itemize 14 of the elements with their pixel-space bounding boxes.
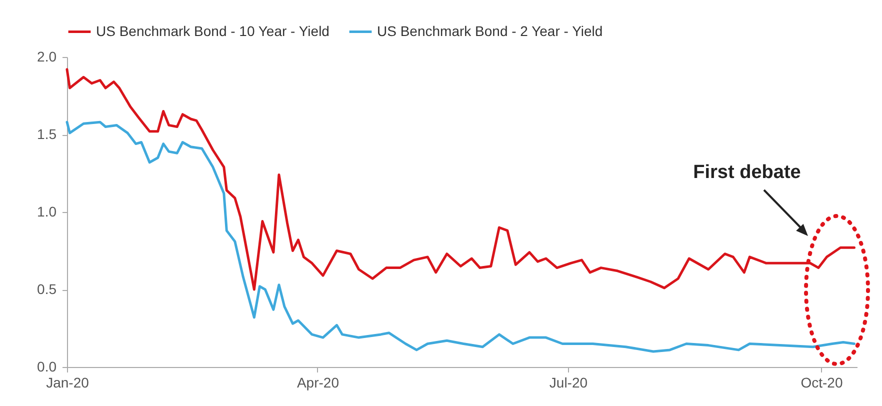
x-tick-label: Apr-20 [296, 374, 340, 390]
x-tick-label: Oct-20 [800, 374, 843, 390]
annotation: First debate [693, 162, 801, 183]
line-series [66, 68, 856, 291]
y-tick-label: 0.0 [37, 358, 57, 374]
x-tick-label: Jul-20 [549, 374, 588, 390]
y-tick-label: 2.0 [37, 48, 57, 64]
y-tick-label: 1.0 [37, 204, 57, 220]
x-tick-label: Jan-20 [46, 374, 90, 390]
y-tick-label: 1.5 [37, 126, 57, 142]
y-tick-label: 0.5 [37, 281, 57, 297]
line-series [66, 120, 856, 353]
legend-label: US Benchmark Bond - 10 Year - Yield [96, 22, 330, 39]
legend-label: US Benchmark Bond - 2 Year - Yield [377, 22, 603, 39]
